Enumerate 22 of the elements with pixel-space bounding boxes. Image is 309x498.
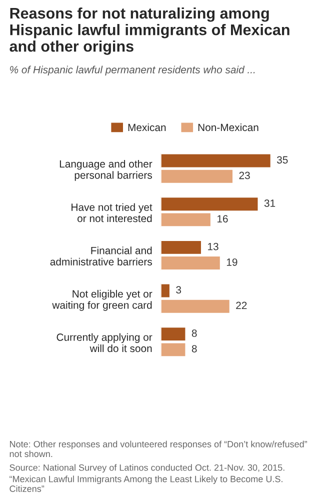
y-tick-label: Currently applying or will do it soon — [56, 333, 152, 352]
text: Note: Other responses and volunteered responses of “Don’t know/refused” not shown. — [10, 440, 308, 458]
data-label: 23 — [239, 172, 250, 180]
text: “Mexican Lawful Immigrants Among the Least Likely to Become U.S. Citizens” — [10, 476, 282, 492]
data-label: 3 — [176, 286, 182, 294]
y-tick-label: Financial and administrative barriers — [50, 246, 152, 266]
data-label: 13 — [208, 242, 218, 250]
legend-label: Non-Mexican — [198, 123, 258, 132]
legend-label: Mexican — [128, 123, 166, 132]
data-label: 22 — [236, 302, 247, 310]
y-tick-label: Not eligible yet or waiting for green card — [52, 290, 152, 311]
data-label: 19 — [226, 258, 238, 266]
chart-title: Reasons for not naturalizing among Hispanic lawful immigrants of Mexican and other origins — [10, 7, 290, 55]
data-label: 31 — [264, 200, 276, 207]
data-label: 8 — [192, 330, 197, 337]
chart-subtitle: % of Hispanic lawful permanent residents who said ... — [10, 66, 255, 76]
source-note: Source: National Survey of Latinos conducted Oct. 21-Nov. 30, 2015. — [10, 464, 284, 473]
data-label: 8 — [192, 345, 197, 352]
data-label: 35 — [276, 156, 288, 164]
y-tick-label: Have not tried yet or not interested — [72, 203, 152, 222]
y-tick-label: Language and other personal barriers — [60, 160, 152, 181]
data-label: 16 — [217, 215, 228, 222]
